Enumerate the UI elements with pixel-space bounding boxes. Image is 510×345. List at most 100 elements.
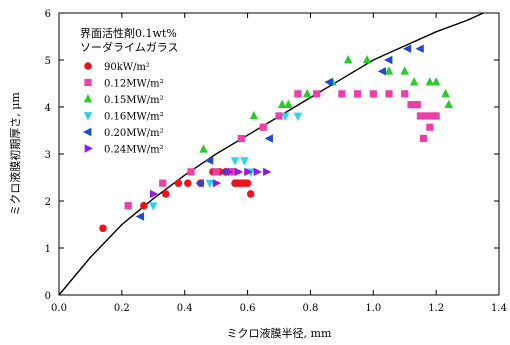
data-point bbox=[293, 112, 303, 121]
data-point bbox=[204, 156, 214, 165]
data-point bbox=[187, 168, 195, 176]
data-point bbox=[234, 167, 244, 177]
data-point bbox=[353, 90, 362, 98]
data-point bbox=[416, 112, 425, 120]
data-point bbox=[259, 123, 267, 131]
data-point bbox=[237, 134, 245, 143]
data-point bbox=[415, 44, 424, 53]
data-point bbox=[212, 168, 220, 176]
legend: 90kW/m² 0.12MW/m² 0.15MW/m² 0.16MW/m² 0.20MW… bbox=[83, 62, 164, 156]
legend-label: 0.24MW/m² bbox=[104, 145, 164, 156]
y-axis-label: ミクロ液膜初期厚さ, μm bbox=[8, 92, 22, 216]
data-point bbox=[419, 134, 428, 143]
data-point bbox=[401, 90, 409, 98]
x-tick-label: 0.0 bbox=[51, 303, 67, 314]
legend-label: 0.15MW/m² bbox=[104, 95, 164, 106]
data-point bbox=[243, 179, 252, 187]
y-tick-label: 4 bbox=[45, 103, 51, 114]
y-axis-ticks: 0 1 2 3 4 5 6 bbox=[45, 9, 499, 302]
data-point bbox=[384, 55, 393, 65]
data-point bbox=[240, 157, 249, 166]
data-point bbox=[369, 90, 377, 98]
data-point bbox=[362, 55, 372, 64]
data-point bbox=[425, 77, 435, 86]
legend-marker bbox=[84, 62, 92, 70]
data-point bbox=[275, 112, 283, 120]
series-1 bbox=[99, 168, 255, 233]
data-point bbox=[444, 99, 453, 109]
data-point bbox=[205, 179, 215, 189]
data-point bbox=[225, 167, 234, 177]
data-point bbox=[441, 88, 450, 98]
x-tick-label: 1.4 bbox=[491, 303, 507, 314]
legend-marker bbox=[83, 94, 93, 103]
x-axis-label: ミクロ液膜半径, mm bbox=[227, 326, 332, 340]
legend-label: 0.16MW/m² bbox=[104, 112, 164, 123]
legend-marker bbox=[84, 78, 92, 87]
annotation-line-2: ソーダライムガラス bbox=[80, 40, 179, 54]
y-tick-label: 0 bbox=[45, 291, 51, 302]
data-point bbox=[246, 190, 255, 198]
data-point bbox=[124, 202, 132, 210]
data-point bbox=[413, 101, 421, 109]
series-6 bbox=[149, 167, 272, 199]
x-tick-label: 0.4 bbox=[177, 303, 193, 314]
data-point bbox=[385, 90, 393, 98]
data-point bbox=[400, 66, 409, 75]
y-tick-label: 6 bbox=[45, 9, 51, 20]
data-point bbox=[140, 201, 148, 210]
data-point bbox=[431, 77, 441, 86]
x-tick-label: 0.8 bbox=[302, 303, 318, 314]
legend-marker bbox=[83, 112, 93, 121]
data-point bbox=[174, 179, 183, 187]
data-point bbox=[432, 112, 440, 120]
data-point bbox=[277, 99, 287, 109]
data-point bbox=[409, 77, 419, 86]
legend-label: 90kW/m² bbox=[104, 62, 150, 73]
x-tick-label: 1.2 bbox=[428, 303, 444, 314]
data-point bbox=[159, 179, 167, 187]
y-tick-label: 1 bbox=[45, 244, 51, 255]
data-point bbox=[195, 178, 204, 188]
data-point bbox=[338, 90, 346, 98]
data-point bbox=[377, 67, 387, 76]
x-axis-ticks: 0.0 0.2 0.4 0.6 0.8 1.0 1.2 1.4 bbox=[51, 13, 507, 314]
legend-label: 0.12MW/m² bbox=[104, 79, 164, 90]
y-tick-label: 3 bbox=[45, 150, 51, 161]
annotation-line-1: 界面活性剤0.1wt% bbox=[80, 26, 177, 40]
data-point bbox=[184, 179, 192, 187]
data-point bbox=[244, 167, 253, 177]
x-tick-label: 0.6 bbox=[240, 303, 256, 314]
series-5 bbox=[135, 44, 424, 221]
legend-marker bbox=[84, 144, 93, 153]
data-point bbox=[199, 144, 208, 153]
data-point bbox=[149, 189, 159, 199]
data-point bbox=[407, 101, 415, 109]
data-point bbox=[162, 190, 170, 198]
data-point bbox=[253, 167, 262, 177]
data-points bbox=[99, 44, 453, 233]
x-tick-label: 0.2 bbox=[114, 303, 130, 314]
data-point bbox=[99, 224, 107, 233]
data-point bbox=[264, 134, 273, 143]
data-point bbox=[384, 66, 394, 75]
data-point bbox=[423, 112, 431, 120]
x-tick-label: 1.0 bbox=[365, 303, 381, 314]
data-point bbox=[426, 123, 434, 131]
legend-marker bbox=[83, 127, 92, 137]
data-point bbox=[281, 112, 290, 121]
data-point bbox=[402, 44, 412, 53]
data-point bbox=[263, 167, 272, 177]
y-tick-label: 5 bbox=[45, 56, 51, 67]
data-point bbox=[149, 202, 158, 211]
data-point bbox=[303, 88, 312, 98]
data-point bbox=[294, 90, 302, 98]
data-point bbox=[135, 212, 145, 221]
series-2 bbox=[124, 90, 440, 210]
data-point bbox=[343, 55, 353, 64]
data-point bbox=[230, 157, 240, 166]
data-point bbox=[313, 90, 321, 98]
series-4 bbox=[149, 112, 303, 211]
legend-label: 0.20MW/m² bbox=[104, 128, 164, 139]
